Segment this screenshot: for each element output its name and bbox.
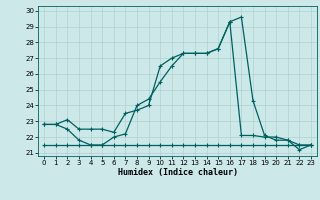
- X-axis label: Humidex (Indice chaleur): Humidex (Indice chaleur): [118, 168, 238, 177]
